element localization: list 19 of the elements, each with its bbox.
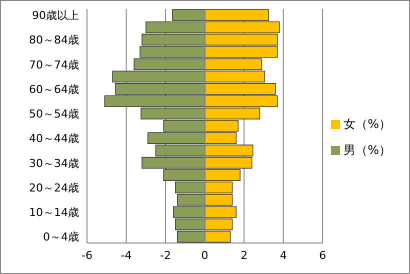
y-tick-label: 40～44歳 bbox=[29, 132, 79, 146]
y-tick-label: 10～14歳 bbox=[29, 206, 79, 220]
x-tick-label: 0 bbox=[201, 248, 208, 262]
y-tick-label: 50～54歳 bbox=[29, 108, 79, 121]
y-tick-label: 80～84歳 bbox=[29, 34, 79, 47]
x-tick-label: -4 bbox=[120, 248, 132, 262]
x-tick-label: -6 bbox=[82, 248, 92, 262]
y-tick-label: 60～64歳 bbox=[29, 82, 79, 96]
x-tick-label: -2 bbox=[160, 248, 172, 262]
x-tick-label: 4 bbox=[280, 248, 287, 262]
legend-label: 女（%） bbox=[344, 117, 391, 131]
x-tick-label: 6 bbox=[319, 248, 326, 262]
y-tick-label: 20～24歳 bbox=[29, 181, 79, 194]
y-tick-label: 90歳以上 bbox=[32, 9, 79, 22]
y-tick-label: 30～34歳 bbox=[29, 156, 79, 170]
y-tick-label: 0～4歳 bbox=[43, 230, 79, 244]
y-tick-label: 70～74歳 bbox=[29, 58, 79, 72]
legend-label: 男（%） bbox=[344, 143, 391, 157]
x-tick-label: 2 bbox=[240, 248, 248, 262]
